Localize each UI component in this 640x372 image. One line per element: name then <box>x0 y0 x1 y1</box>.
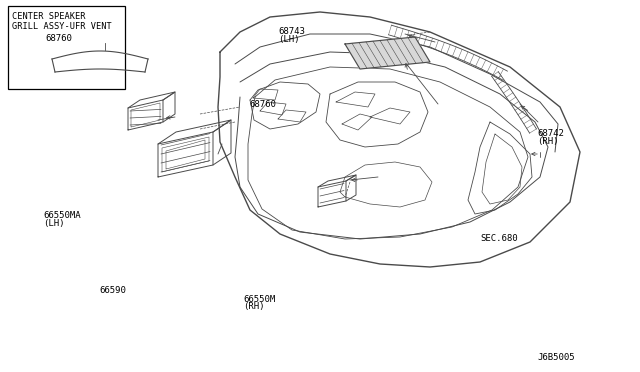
Text: 68760: 68760 <box>250 100 276 109</box>
Text: 66550MA: 66550MA <box>44 211 81 220</box>
Text: 66550M: 66550M <box>243 295 275 304</box>
Text: 66590: 66590 <box>99 286 126 295</box>
Text: CENTER SPEAKER: CENTER SPEAKER <box>12 12 85 20</box>
Text: (RH): (RH) <box>538 137 559 146</box>
Text: (RH): (RH) <box>243 302 265 311</box>
Bar <box>8 6 125 89</box>
Text: 68742: 68742 <box>538 129 564 138</box>
Text: (LH): (LH) <box>278 35 300 44</box>
Text: SEC.680: SEC.680 <box>480 234 518 243</box>
Text: 68760: 68760 <box>45 33 72 42</box>
Text: 68743: 68743 <box>278 27 305 36</box>
Text: (LH): (LH) <box>44 219 65 228</box>
Text: J6B5005: J6B5005 <box>538 353 575 362</box>
Text: GRILL ASSY-UFR VENT: GRILL ASSY-UFR VENT <box>12 22 111 31</box>
Polygon shape <box>345 37 430 69</box>
